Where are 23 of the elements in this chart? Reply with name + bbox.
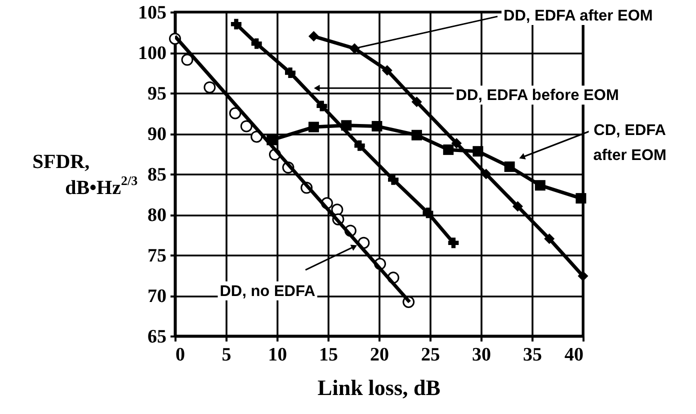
x-tick-label: 5 — [222, 344, 232, 366]
y-tick-label: 95 — [148, 84, 166, 104]
y-tick-label: 100 — [138, 43, 166, 64]
x-tick-label: 15 — [319, 344, 338, 366]
x-axis-title: Link loss, dB — [318, 375, 441, 400]
annotation: DD, EDFA after EOM — [504, 7, 653, 24]
y-tick-label: 105 — [138, 2, 166, 24]
annotation: DD, no EDFA — [220, 282, 316, 300]
y-tick-label: 75 — [148, 246, 166, 266]
x-tick-label: 10 — [268, 344, 287, 366]
y-tick-label: 80 — [148, 205, 166, 226]
annotation: DD, EDFA before EOM — [456, 87, 619, 104]
annotation: CD, EDFA after EOM — [593, 122, 666, 164]
x-tick-label: 40 — [564, 344, 584, 366]
y-tick-label: 85 — [148, 164, 166, 186]
x-tick-label: 30 — [472, 344, 491, 366]
x-tick-label: 0 — [176, 344, 185, 366]
x-tick-label: 20 — [370, 344, 389, 366]
y-tick-label: 90 — [148, 124, 166, 145]
x-tick-label: 25 — [421, 344, 440, 366]
y-tick-label: 70 — [148, 286, 166, 307]
y-tick-label: 65 — [148, 326, 166, 348]
x-tick-label: 35 — [523, 344, 542, 366]
